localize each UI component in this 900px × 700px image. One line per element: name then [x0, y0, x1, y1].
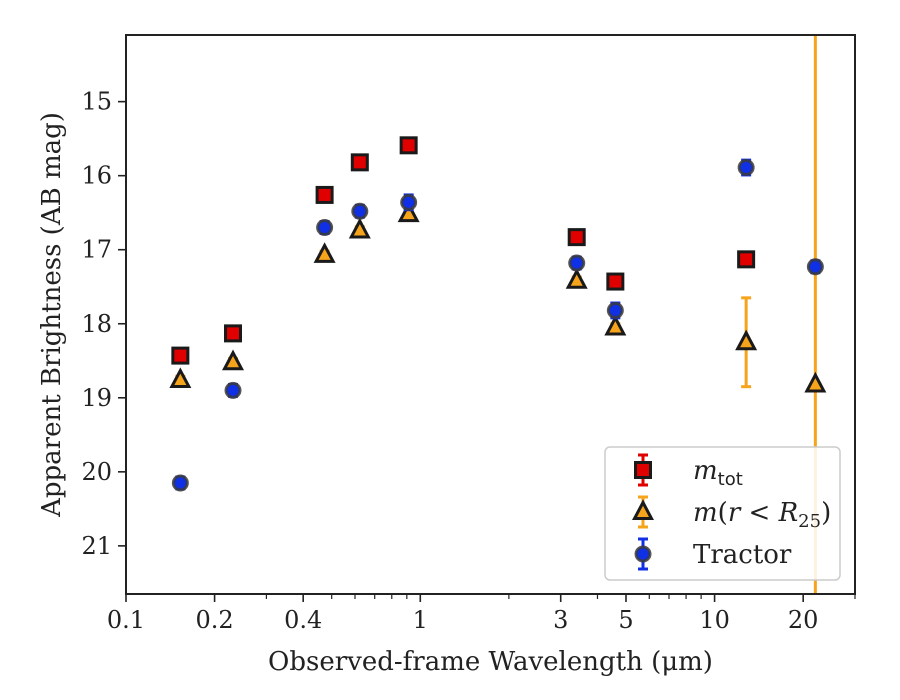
legend-box: [604, 446, 841, 581]
x-tick-label: 1: [413, 606, 428, 634]
legend-marker-square: [634, 461, 652, 479]
data-point-triangle: [565, 268, 588, 289]
x-tick-label: 0.1: [107, 606, 145, 634]
y-axis-label: Apparent Brightness (AB mag): [37, 112, 67, 518]
y-tick-label: 19: [81, 384, 112, 412]
data-point-circle: [316, 219, 334, 237]
series-circle-group: [171, 158, 824, 492]
data-point-triangle: [397, 201, 420, 223]
data-point-square: [567, 228, 586, 247]
legend-label: Tractor: [693, 540, 792, 570]
data-point-circle: [224, 381, 242, 399]
y-axis: 15 16 17 18 19 20 21: [81, 88, 126, 560]
y-tick-label: 16: [81, 162, 112, 190]
data-point-square: [224, 324, 243, 343]
data-point-triangle: [222, 349, 245, 371]
data-point-square: [350, 153, 369, 172]
x-tick-label: 10: [699, 606, 730, 634]
x-axis-label: Observed-frame Wavelength (μm): [268, 647, 713, 677]
data-point-square: [315, 185, 334, 204]
x-tick-label: 0.2: [196, 606, 234, 634]
legend-entry: Tractor: [634, 537, 792, 571]
data-point-triangle: [169, 367, 192, 389]
data-point-circle: [400, 193, 418, 211]
data-point-triangle: [804, 371, 827, 393]
legend-entry: m(r < R25): [632, 495, 831, 532]
data-point-circle: [606, 301, 624, 319]
data-point-triangle: [313, 242, 336, 263]
data-point-circle: [171, 474, 189, 492]
y-tick-label: 18: [81, 310, 112, 338]
data-point-square: [606, 272, 625, 291]
series-square-group: [171, 136, 756, 365]
x-tick-label: 3: [553, 606, 568, 634]
legend-label: mtot: [693, 456, 743, 490]
data-point-triangle: [735, 329, 758, 351]
y-tick-label: 15: [81, 88, 112, 116]
data-point-triangle: [348, 217, 371, 239]
data-point-square: [737, 250, 756, 269]
legend-marker-triangle: [632, 499, 654, 520]
y-tick-label: 17: [81, 236, 112, 264]
x-tick-label: 5: [618, 606, 633, 634]
x-axis: 0.1 0.2 0.4 1 3 5 10 20: [107, 594, 856, 634]
legend-label: m(r < R25): [693, 498, 831, 532]
data-point-circle: [806, 258, 824, 276]
data-point-triangle: [604, 314, 627, 336]
legend-entry: mtot: [634, 453, 743, 490]
legend: mtot m(r < R25) Tractor: [604, 446, 841, 581]
x-tick-label: 20: [788, 606, 819, 634]
data-point-circle: [568, 254, 586, 272]
data-point-square: [171, 346, 190, 365]
legend-marker-circle: [634, 545, 652, 563]
data-point-circle: [351, 202, 369, 220]
y-tick-label: 21: [81, 532, 112, 560]
data-point-circle: [737, 159, 755, 177]
y-tick-label: 20: [81, 458, 112, 486]
axes-frame: [125, 34, 856, 595]
x-tick-label: 0.4: [284, 606, 322, 634]
data-point-square: [399, 136, 418, 155]
